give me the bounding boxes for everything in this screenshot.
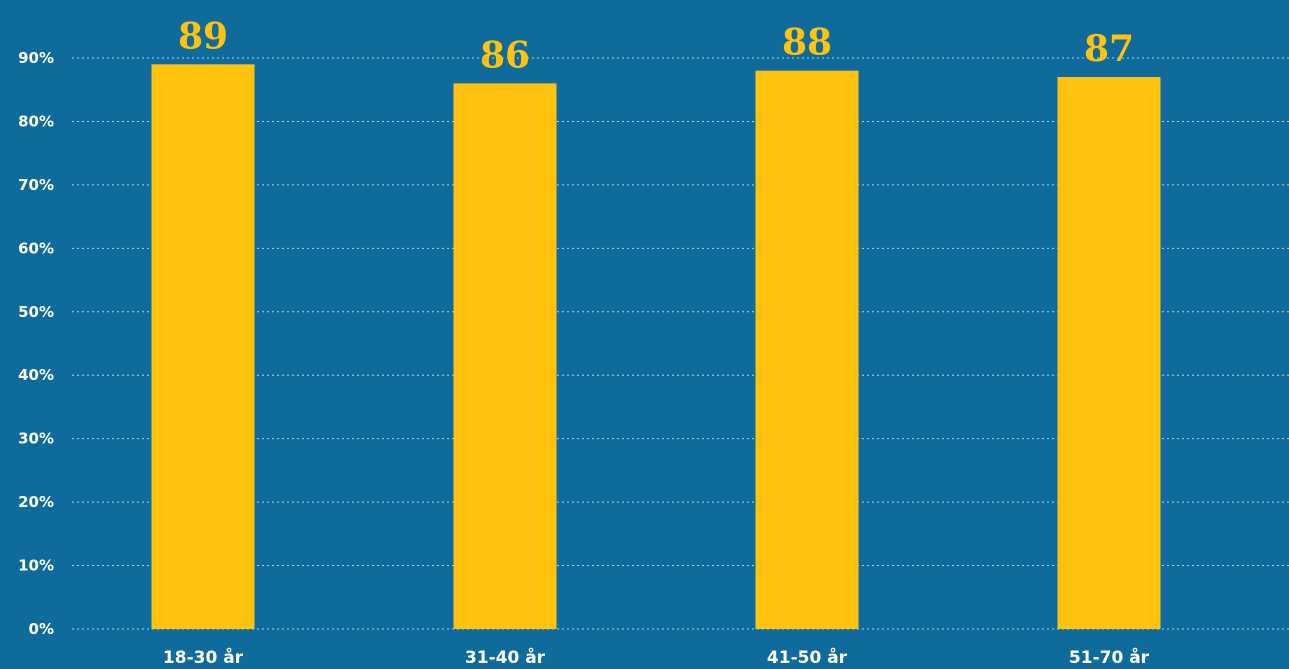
x-tick-label: 41-50 år [767, 646, 848, 668]
y-tick-label: 10% [18, 557, 54, 575]
y-tick-label: 60% [18, 239, 54, 257]
y-tick-label: 20% [18, 493, 54, 511]
data-label: 88 [782, 22, 832, 64]
y-tick-label: 50% [18, 303, 54, 321]
data-label: 89 [178, 15, 228, 57]
y-axis-ticks: 0% 10% 20% 30% 40% 50% 60% 70% 80% 90% [18, 49, 54, 638]
bar [453, 83, 557, 629]
data-labels: 89 86 88 87 [178, 15, 1134, 76]
x-tick-label: 18-30 år [163, 646, 244, 668]
y-tick-label: 90% [18, 49, 54, 67]
data-label: 86 [480, 34, 530, 76]
bars [151, 64, 1161, 630]
x-axis-ticks: 18-30 år 31-40 år 41-50 år 51-70 år [163, 646, 1150, 668]
bar [755, 70, 859, 629]
y-tick-label: 40% [18, 366, 54, 384]
bar [1057, 77, 1161, 630]
y-tick-label: 0% [29, 620, 54, 638]
bar [151, 64, 255, 630]
x-tick-label: 31-40 år [465, 646, 546, 668]
data-label: 87 [1084, 28, 1134, 70]
x-tick-label: 51-70 år [1069, 646, 1150, 668]
y-tick-label: 80% [18, 112, 54, 130]
y-tick-label: 30% [18, 430, 54, 448]
y-tick-label: 70% [18, 176, 54, 194]
